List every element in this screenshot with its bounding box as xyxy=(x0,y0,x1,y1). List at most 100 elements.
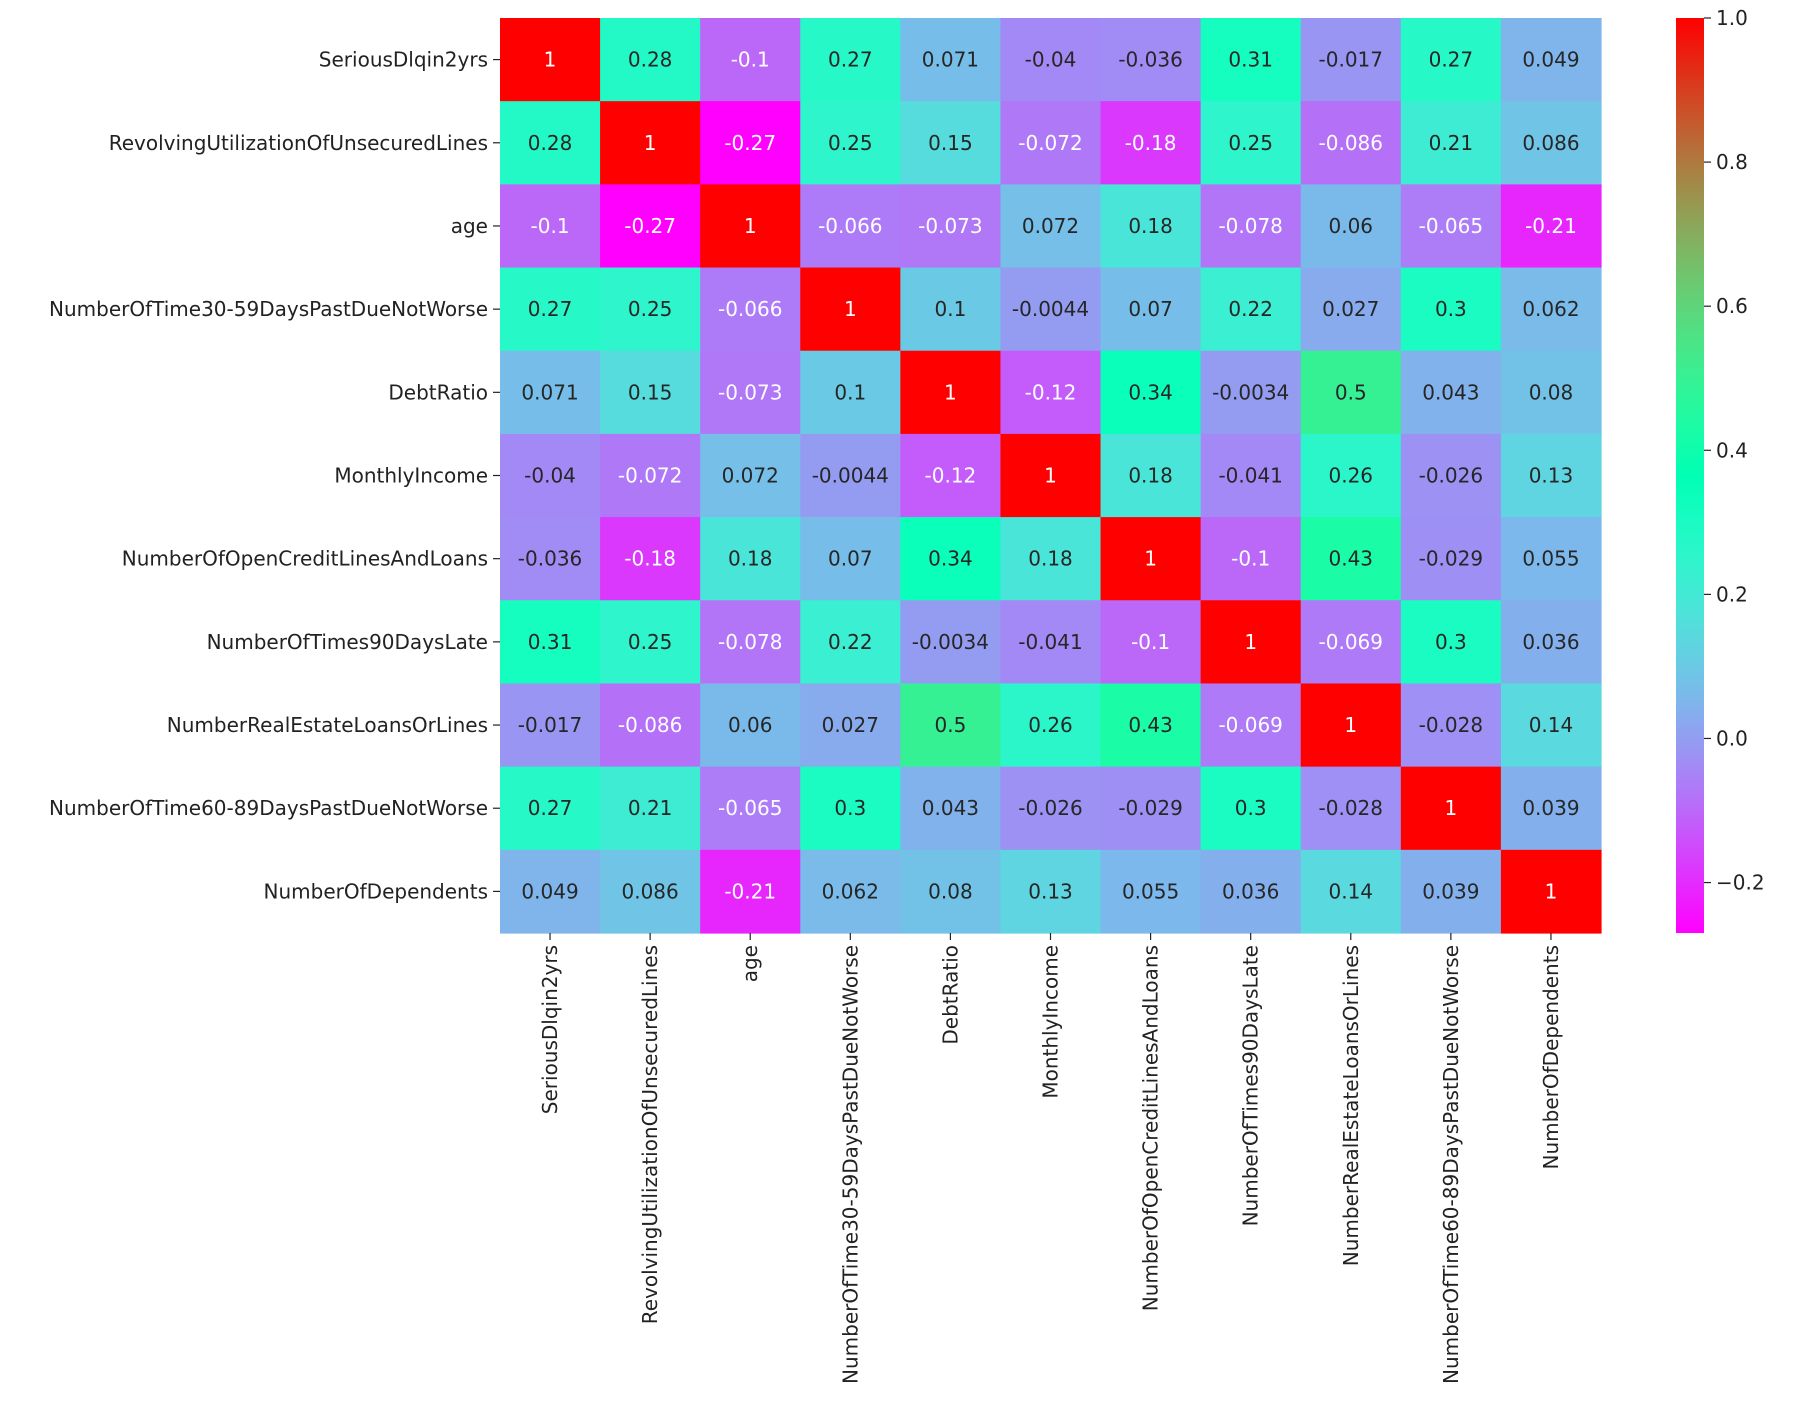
heatmap-cell xyxy=(800,849,901,934)
y-tick-label: NumberOfDependents xyxy=(264,879,488,903)
heatmap-cell xyxy=(700,849,801,934)
cell-value-label: 1 xyxy=(644,131,657,155)
cell-value-label: 0.06 xyxy=(728,713,773,737)
cell-value-label: -0.026 xyxy=(1419,464,1483,488)
cell-value-label: -0.12 xyxy=(925,464,977,488)
colorbar-tick-label: −0.2 xyxy=(1716,871,1765,895)
cell-value-label: 0.5 xyxy=(935,713,967,737)
cell-value-label: 0.036 xyxy=(1222,879,1279,903)
heatmap-cell xyxy=(700,184,801,269)
cell-value-label: -0.04 xyxy=(524,464,576,488)
heatmap-cell xyxy=(1000,433,1102,518)
cell-value-label: -0.18 xyxy=(1125,131,1177,155)
cell-value-label: 0.3 xyxy=(834,796,866,820)
heatmap-cell xyxy=(1500,433,1602,518)
cell-value-label: -0.028 xyxy=(1319,796,1383,820)
heatmap-cell xyxy=(700,433,801,518)
heatmap-cell xyxy=(500,184,601,269)
cell-value-label: 0.21 xyxy=(628,796,673,820)
cell-value-label: -0.086 xyxy=(618,713,682,737)
cell-value-label: 0.14 xyxy=(1529,713,1574,737)
heatmap-cell xyxy=(1100,184,1202,269)
cell-value-label: -0.1 xyxy=(1231,547,1270,571)
y-tick-label: RevolvingUtilizationOfUnsecuredLines xyxy=(109,131,488,155)
heatmap-cell xyxy=(600,184,701,269)
x-tick-label: SeriousDlqin2yrs xyxy=(538,945,562,1114)
cell-value-label: 0.34 xyxy=(1128,380,1173,404)
cell-value-label: -0.017 xyxy=(518,713,582,737)
cell-value-label: -0.21 xyxy=(724,879,776,903)
cell-value-label: 0.072 xyxy=(722,464,779,488)
cell-value-label: 0.25 xyxy=(628,297,673,321)
cell-value-label: 0.043 xyxy=(922,796,979,820)
heatmap-cell xyxy=(1300,267,1402,352)
heatmap-cell xyxy=(1400,18,1502,102)
heatmap-cell xyxy=(600,433,701,518)
cell-value-label: 0.086 xyxy=(1522,131,1579,155)
heatmap-cell xyxy=(800,600,901,685)
cell-value-label: -0.0034 xyxy=(1212,380,1289,404)
cell-value-label: 0.08 xyxy=(928,879,973,903)
cell-value-label: -0.1 xyxy=(1131,630,1170,654)
y-tick-label: NumberRealEstateLoansOrLines xyxy=(167,713,488,737)
cell-value-label: -0.073 xyxy=(718,380,782,404)
heatmap-cell xyxy=(1200,766,1302,851)
cell-value-label: -0.18 xyxy=(624,547,676,571)
heatmap-cell xyxy=(500,600,601,685)
heatmap-cell xyxy=(800,184,901,269)
cell-value-label: 0.1 xyxy=(935,297,967,321)
heatmap-cell xyxy=(900,184,1002,269)
cell-value-label: 0.06 xyxy=(1329,214,1374,238)
heatmap-cell xyxy=(1200,18,1302,102)
colorbar-tick-label: 0.8 xyxy=(1716,150,1748,174)
heatmap-cell xyxy=(900,433,1002,518)
cell-value-label: 0.027 xyxy=(822,713,879,737)
heatmap-cell xyxy=(800,101,901,185)
cell-value-label: -0.066 xyxy=(818,214,882,238)
cell-value-label: -0.029 xyxy=(1118,796,1182,820)
cell-value-label: -0.029 xyxy=(1419,547,1483,571)
heatmap-cell xyxy=(800,433,901,518)
cell-value-label: 0.062 xyxy=(822,879,879,903)
cell-value-label: 0.27 xyxy=(528,297,573,321)
cell-value-label: 0.25 xyxy=(1228,131,1273,155)
x-tick-label: DebtRatio xyxy=(938,945,962,1045)
heatmap-cell xyxy=(1500,184,1602,269)
cell-value-label: -0.078 xyxy=(718,630,782,654)
cell-value-label: 0.15 xyxy=(928,131,973,155)
heatmap-cell xyxy=(1100,600,1202,685)
cell-value-label: 0.08 xyxy=(1529,380,1574,404)
heatmap-cell xyxy=(700,766,801,851)
x-tick-label: RevolvingUtilizationOfUnsecuredLines xyxy=(638,945,662,1324)
cell-value-label: -0.069 xyxy=(1319,630,1383,654)
cell-value-label: 1 xyxy=(544,48,557,72)
heatmap-cell xyxy=(1300,18,1402,102)
cell-value-label: 0.049 xyxy=(521,879,578,903)
cell-value-label: 0.071 xyxy=(922,48,979,72)
cell-value-label: 0.18 xyxy=(728,547,773,571)
heatmap-cell xyxy=(1200,683,1302,768)
cell-value-label: 0.27 xyxy=(828,48,873,72)
cell-value-label: -0.0044 xyxy=(1012,297,1089,321)
heatmap-cell xyxy=(1500,18,1602,102)
y-tick-label: NumberOfOpenCreditLinesAndLoans xyxy=(122,547,488,571)
cell-value-label: -0.21 xyxy=(1525,214,1577,238)
cell-value-label: 0.27 xyxy=(1429,48,1474,72)
heatmap-cell xyxy=(900,350,1002,435)
y-tick-label: MonthlyIncome xyxy=(334,464,488,488)
heatmap-cell xyxy=(1300,600,1402,685)
cell-value-label: 1 xyxy=(744,214,757,238)
cell-value-label: 0.18 xyxy=(1128,214,1173,238)
heatmap-cell xyxy=(900,101,1002,185)
cell-value-label: -0.065 xyxy=(1419,214,1483,238)
cell-value-label: 0.055 xyxy=(1122,879,1179,903)
heatmap-cell xyxy=(1500,683,1602,768)
heatmap-cell xyxy=(900,600,1002,685)
cell-value-label: 0.25 xyxy=(828,131,873,155)
heatmap-cell xyxy=(800,267,901,352)
heatmap-cell xyxy=(800,18,901,102)
heatmap-cell xyxy=(1000,101,1102,185)
cell-value-label: 0.071 xyxy=(521,380,578,404)
cell-value-label: 0.039 xyxy=(1522,796,1579,820)
cell-value-label: -0.017 xyxy=(1319,48,1383,72)
